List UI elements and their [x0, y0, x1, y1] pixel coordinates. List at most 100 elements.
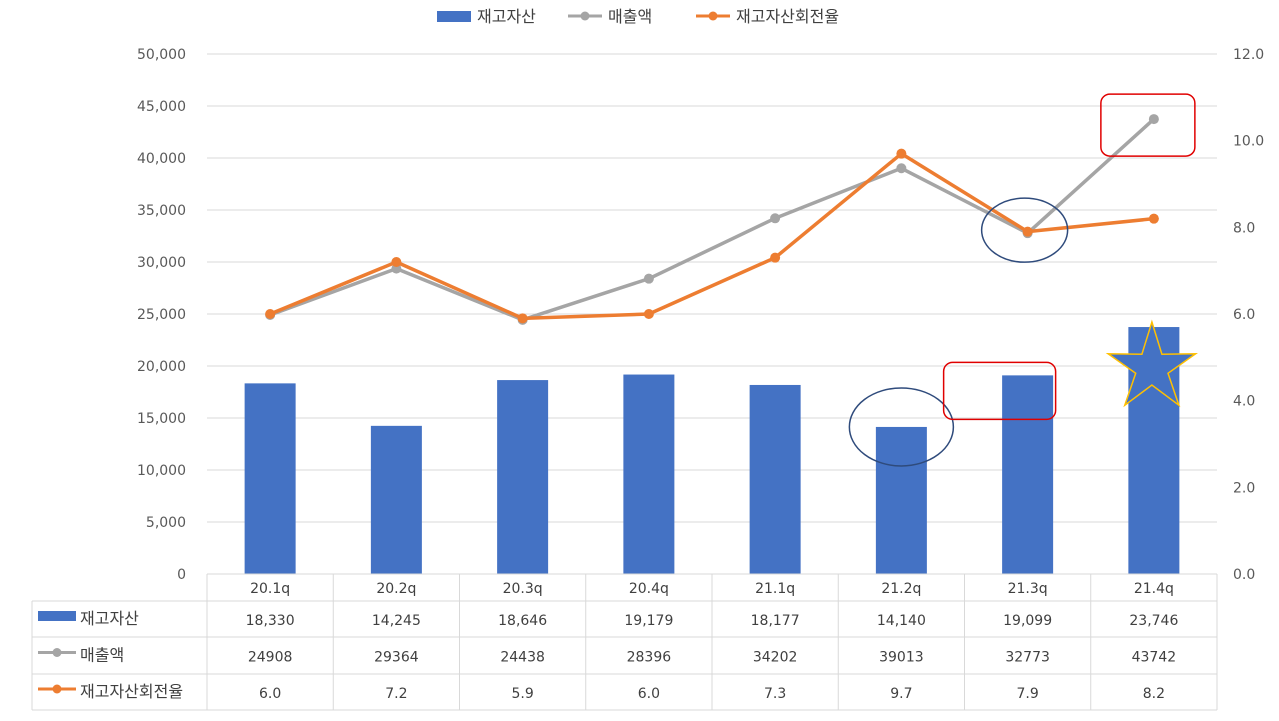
table-cell: 34202	[753, 650, 798, 666]
data-point	[1022, 226, 1033, 237]
data-point	[391, 257, 402, 267]
y-left-tick-label: 45,000	[137, 99, 186, 115]
x-tick-label: 20.1q	[250, 581, 290, 597]
x-tick-label: 21.3q	[1008, 581, 1048, 597]
table-cell: 8.2	[1143, 686, 1165, 702]
table-row-marker	[52, 648, 62, 657]
legend-item: 매출액	[568, 7, 652, 26]
table-cell: 9.7	[890, 686, 912, 702]
table-cell: 28396	[627, 650, 672, 666]
table-cell: 7.3	[764, 686, 786, 702]
table-row: 재고자산 18,330 14,245 18,646 19,179 18,177 14,140…	[38, 609, 1178, 629]
legend-label: 매출액	[608, 7, 652, 26]
table-cell: 7.2	[385, 686, 407, 702]
x-tick-label: 20.2q	[376, 581, 416, 597]
data-point	[643, 273, 654, 284]
annotation-box	[942, 361, 1057, 421]
y-left-tick-label: 10,000	[137, 463, 186, 479]
table-row: 재고자산회전율 6.0 7.2 5.9 6.0 7.3 9.7 7.9 8.2	[38, 682, 1165, 702]
y-left-tick-label: 0	[177, 567, 186, 583]
y-left-tick-label: 5,000	[146, 515, 186, 531]
x-tick-label: 20.3q	[503, 581, 543, 597]
table-cell: 7.9	[1016, 686, 1038, 702]
y-right-tick-label: 0.0	[1233, 567, 1255, 583]
table-row-marker	[52, 684, 62, 694]
annotations	[848, 93, 1199, 467]
table-cell: 43742	[1132, 650, 1177, 666]
table-cell: 6.0	[259, 686, 281, 702]
legend-marker	[708, 11, 718, 21]
y-left-tick-label: 35,000	[137, 203, 186, 219]
table-cell: 24908	[248, 650, 293, 666]
annotation-ellipse	[848, 387, 955, 467]
table-cell: 18,646	[498, 613, 547, 629]
legend-label: 재고자산회전율	[736, 7, 839, 26]
y-left-tick-label: 20,000	[137, 359, 186, 375]
bar	[623, 374, 675, 574]
bar	[875, 426, 927, 574]
bars-inventory	[244, 327, 1180, 574]
annotation-ellipse	[980, 197, 1069, 263]
table-row-label: 재고자산회전율	[80, 682, 183, 701]
y-axis-left: 0 5,000 10,000 15,000 20,000 25,000 30,000 35,0…	[137, 47, 186, 583]
y-right-tick-label: 8.0	[1233, 220, 1255, 236]
y-left-tick-label: 40,000	[137, 151, 186, 167]
table-cell: 6.0	[638, 686, 660, 702]
gridlines	[207, 53, 1217, 575]
line-series-turnover	[265, 148, 1159, 324]
table-cell: 5.9	[511, 686, 533, 702]
x-tick-label: 21.1q	[755, 581, 795, 597]
series-line	[269, 151, 1155, 321]
data-point	[770, 252, 781, 263]
table-cell: 14,140	[877, 613, 926, 629]
table-cell: 39013	[879, 650, 924, 666]
legend-item: 재고자산	[437, 7, 536, 26]
legend-item: 재고자산회전율	[696, 7, 839, 26]
table-row-swatch	[38, 611, 76, 621]
bar	[749, 384, 801, 574]
y-left-tick-label: 30,000	[137, 255, 186, 271]
data-point	[896, 148, 907, 159]
y-axis-right: 0.0 2.0 4.0 6.0 8.0 10.0 12.0	[1233, 47, 1264, 583]
table-cell: 19,099	[1003, 613, 1052, 629]
data-point	[1148, 114, 1159, 125]
data-point	[896, 163, 907, 174]
bar	[244, 383, 296, 574]
table-cell: 32773	[1005, 650, 1050, 666]
table-cell: 24438	[500, 650, 545, 666]
legend-marker	[580, 11, 590, 21]
table-row-label: 매출액	[80, 646, 124, 665]
data-point	[265, 309, 276, 319]
x-tick-label: 21.2q	[881, 581, 921, 597]
line-series-sales	[265, 114, 1159, 325]
annotation-star	[1105, 319, 1199, 408]
table-cell: 23,746	[1129, 613, 1178, 629]
table-row-label: 재고자산	[80, 609, 139, 628]
table-cell: 18,330	[246, 613, 295, 629]
y-right-tick-label: 2.0	[1233, 480, 1255, 496]
y-left-tick-label: 50,000	[137, 47, 186, 63]
bar	[497, 380, 549, 574]
data-point	[770, 213, 781, 224]
data-point	[517, 313, 528, 324]
table-cell: 19,179	[624, 613, 673, 629]
bar	[370, 425, 422, 574]
table-cell: 29364	[374, 650, 419, 666]
y-left-tick-label: 25,000	[137, 307, 186, 323]
legend: 재고자산 매출액 재고자산회전율	[437, 7, 839, 26]
y-right-tick-label: 10.0	[1233, 134, 1264, 150]
series-line	[269, 117, 1156, 322]
bar	[1002, 375, 1054, 574]
y-left-tick-label: 15,000	[137, 411, 186, 427]
legend-label: 재고자산	[477, 7, 536, 26]
data-table: 20.1q 20.2q 20.3q 20.4q 21.1q 21.2q 21.3q 21.4q…	[31, 573, 1218, 711]
data-point	[1148, 213, 1159, 224]
annotation-box	[1100, 93, 1196, 157]
x-tick-label: 20.4q	[629, 581, 669, 597]
y-right-tick-label: 12.0	[1233, 47, 1264, 63]
x-tick-label: 21.4q	[1134, 581, 1174, 597]
y-right-tick-label: 4.0	[1233, 394, 1255, 410]
table-cell: 18,177	[751, 613, 800, 629]
table-cell: 14,245	[372, 613, 421, 629]
